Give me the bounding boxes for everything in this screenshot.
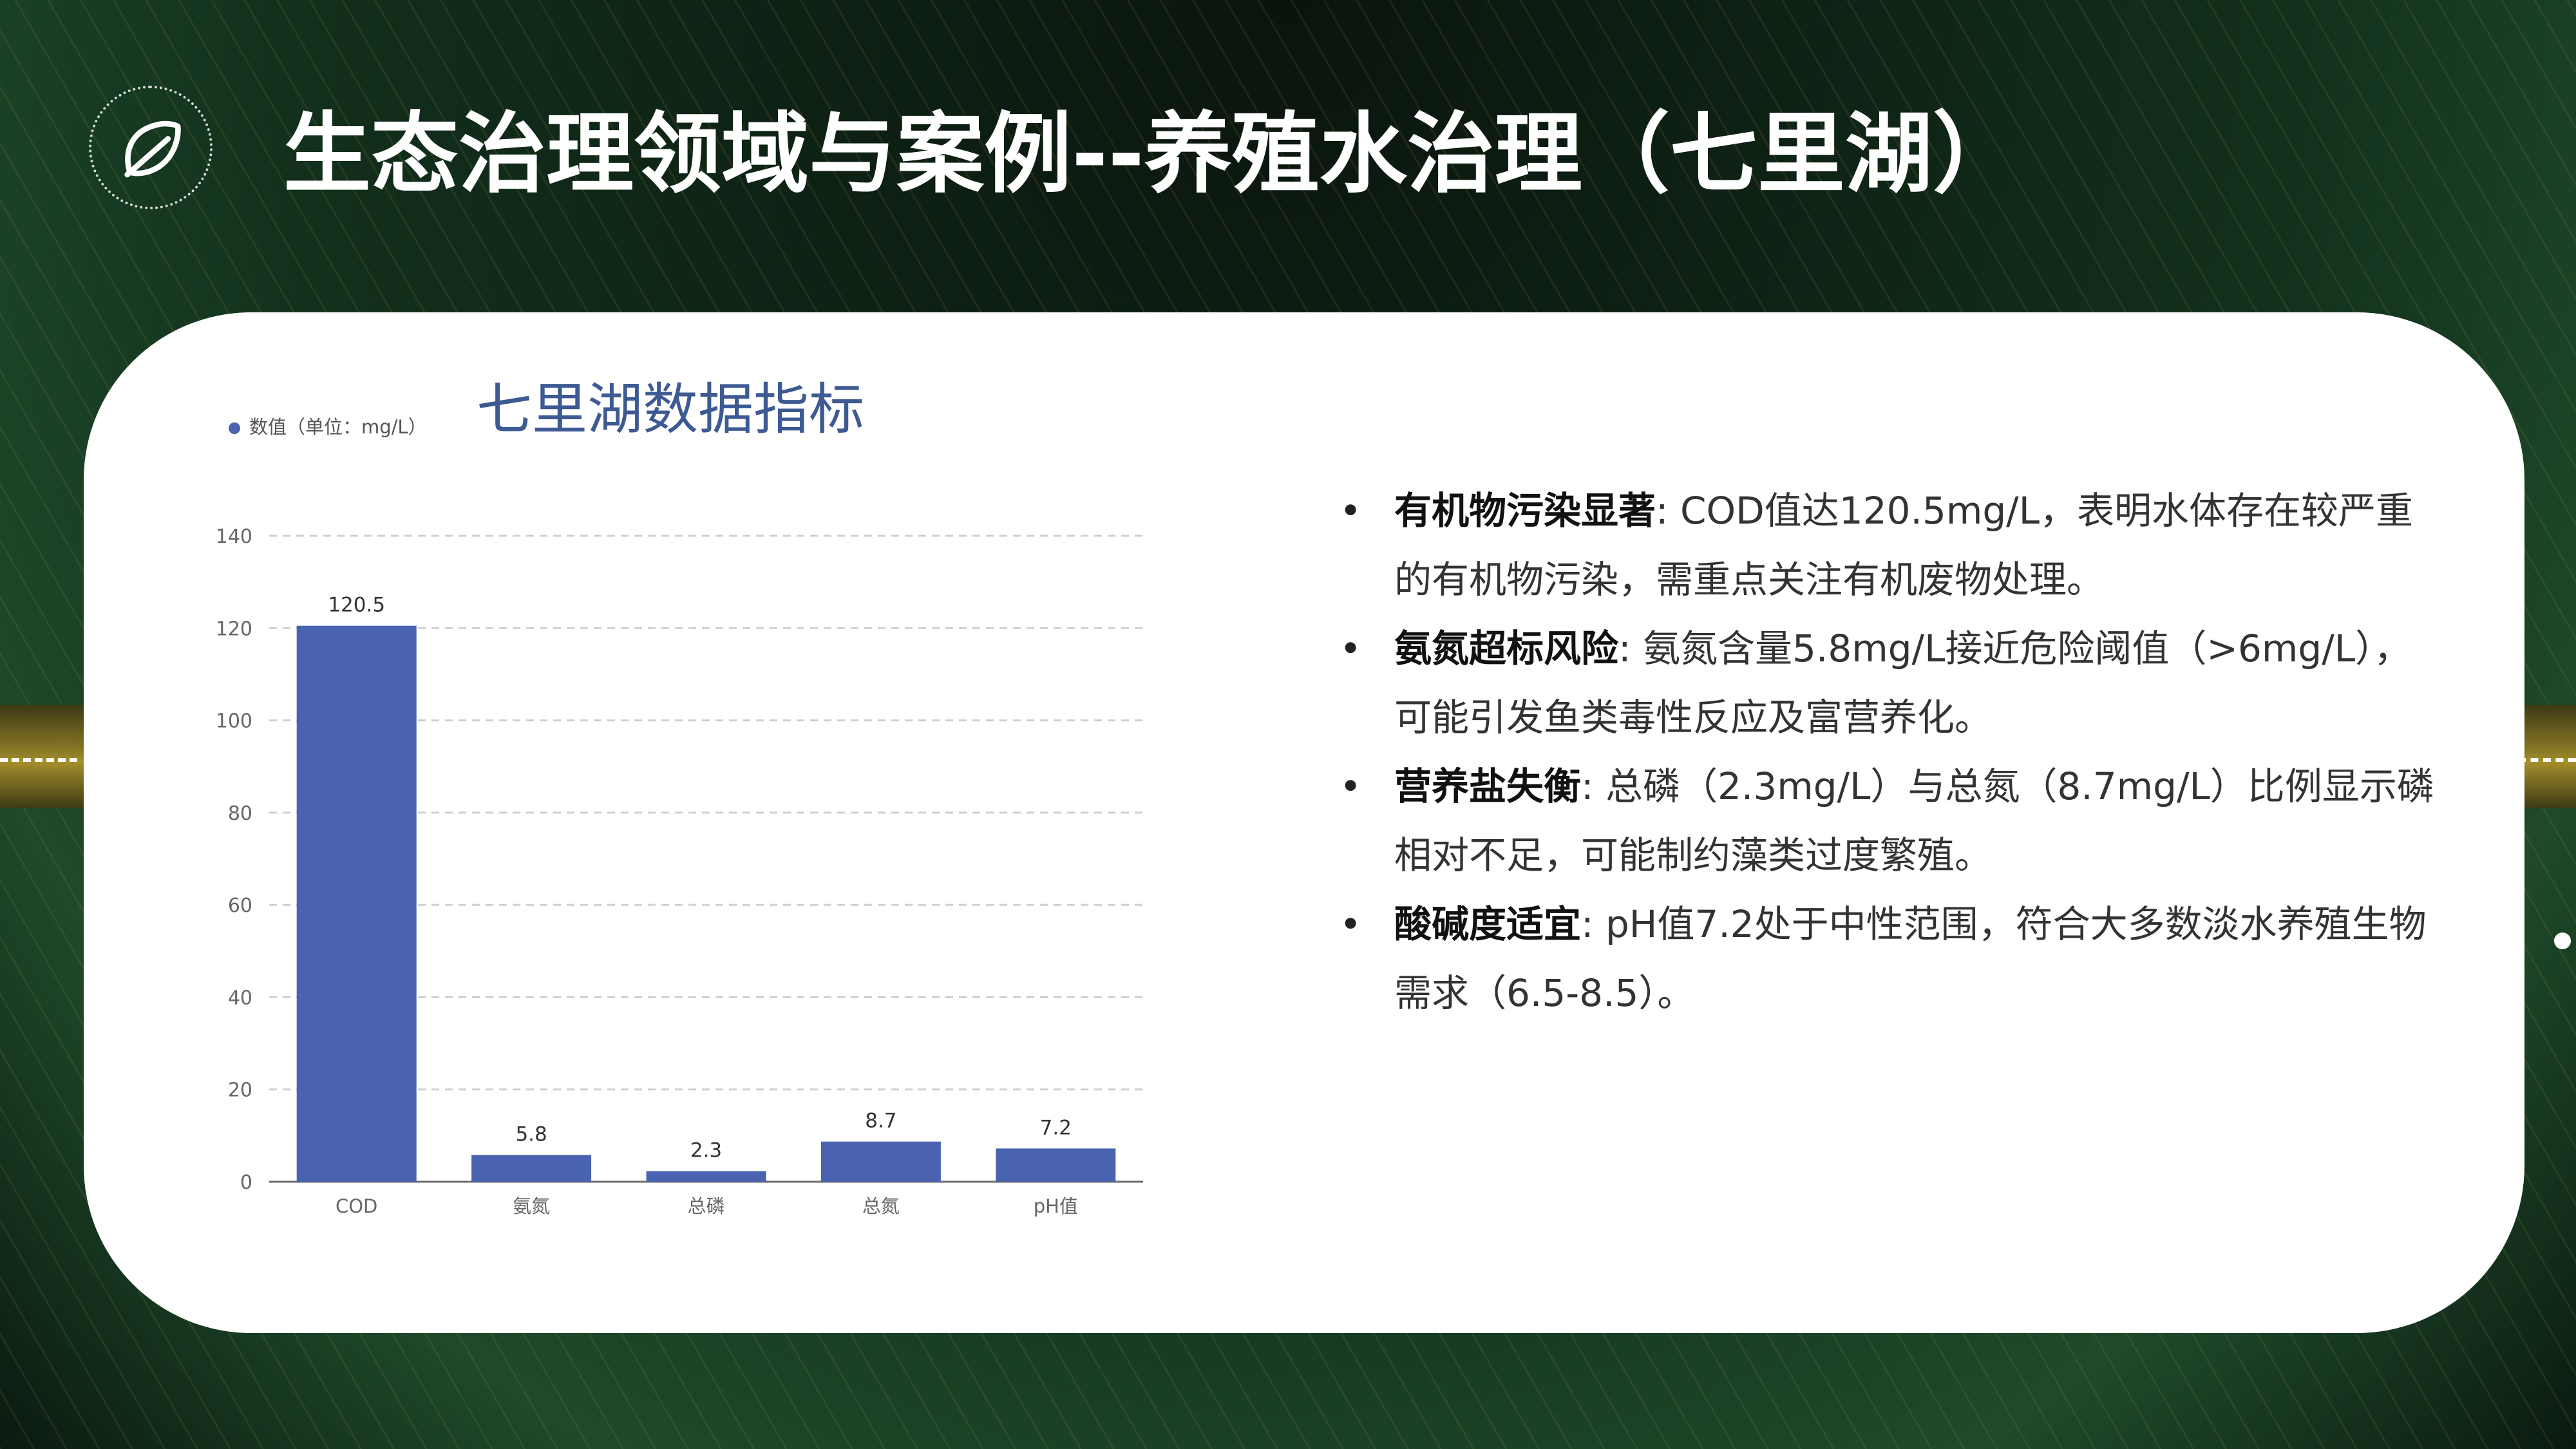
y-tick-label: 40 <box>228 987 252 1009</box>
right-dot-marker <box>2554 933 2571 949</box>
leaf-icon <box>89 86 213 209</box>
data-label: 120.5 <box>328 594 385 617</box>
finding-heading: 营养盐失衡 <box>1394 764 1582 808</box>
data-label: 7.2 <box>1040 1116 1072 1139</box>
finding-item: 酸碱度适宜: pH值7.2处于中性范围，符合大多数淡水养殖生物需求（6.5-8.… <box>1340 890 2434 1028</box>
bar-chart: 0 20 40 60 80 100 120 140 120.5 COD 5.8 氨氮 2.3 总磷 8.7 总… <box>216 526 1143 1217</box>
bar <box>296 625 417 1182</box>
x-tick-label: 氨氮 <box>513 1195 550 1217</box>
y-tick-label: 80 <box>228 802 252 825</box>
finding-text: : pH值7.2处于中性范围，符合大多数淡水养殖生物需求（6.5-8.5）。 <box>1394 902 2427 1015</box>
finding-heading: 氨氮超标风险 <box>1394 627 1619 670</box>
bar <box>996 1148 1116 1182</box>
finding-heading: 有机物污染显著 <box>1394 489 1656 533</box>
chart-legend: 数值（单位：mg/L） <box>229 415 427 439</box>
legend-label: 数值（单位：mg/L） <box>249 416 427 438</box>
finding-text: : 氨氮含量5.8mg/L接近危险阈值（>6mg/L），可能引发鱼类毒性反应及富… <box>1394 627 2412 739</box>
x-tick-label: COD <box>336 1195 377 1217</box>
finding-item: 有机物污染显著: COD值达120.5mg/L，表明水体存在较严重的有机物污染，… <box>1340 477 2434 614</box>
data-label: 8.7 <box>865 1110 896 1133</box>
bar <box>646 1171 766 1182</box>
data-label: 2.3 <box>690 1139 722 1162</box>
bar <box>820 1141 941 1182</box>
finding-item: 营养盐失衡: 总磷（2.3mg/L）与总氮（8.7mg/L）比例显示磷相对不足，… <box>1340 752 2434 890</box>
legend-marker <box>229 422 240 434</box>
finding-heading: 酸碱度适宜 <box>1394 902 1582 946</box>
y-tick-label: 20 <box>228 1079 252 1102</box>
y-tick-label: 140 <box>216 526 252 548</box>
x-tick-label: pH值 <box>1034 1195 1078 1217</box>
left-dashed-line <box>0 758 77 762</box>
finding-text: : COD值达120.5mg/L，表明水体存在较严重的有机物污染，需重点关注有机… <box>1394 489 2414 601</box>
y-tick-label: 60 <box>228 895 252 917</box>
chart-title: 七里湖数据指标 <box>477 377 864 442</box>
finding-item: 氨氮超标风险: 氨氮含量5.8mg/L接近危险阈值（>6mg/L），可能引发鱼类… <box>1340 614 2434 752</box>
page-title: 生态治理领域与案例--养殖水治理（七里湖） <box>283 104 2020 205</box>
x-tick-label: 总氮 <box>862 1195 900 1217</box>
right-dashed-line <box>2518 758 2576 762</box>
y-tick-label: 120 <box>216 618 252 640</box>
finding-text: : 总磷（2.3mg/L）与总氮（8.7mg/L）比例显示磷相对不足，可能制约藻… <box>1394 764 2434 877</box>
x-tick-label: 总磷 <box>687 1195 724 1217</box>
bar <box>471 1155 592 1182</box>
y-tick-label: 100 <box>216 710 252 733</box>
y-tick-label: 0 <box>240 1171 252 1194</box>
findings-list: 有机物污染显著: COD值达120.5mg/L，表明水体存在较严重的有机物污染，… <box>1340 477 2434 1028</box>
data-label: 5.8 <box>515 1122 547 1146</box>
